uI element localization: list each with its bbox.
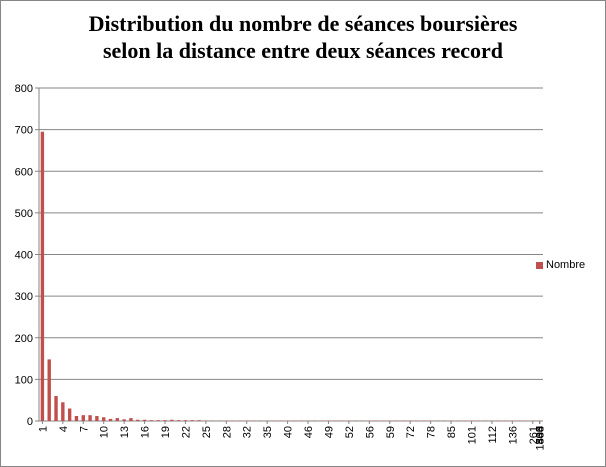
x-tick-label: 32	[242, 426, 254, 438]
x-tick-label: 261	[528, 426, 540, 444]
bar-7	[81, 415, 85, 421]
x-tick-label: 52	[344, 426, 356, 438]
x-tick-label: 59	[385, 426, 397, 438]
y-tick-label: 400	[15, 250, 33, 262]
bar-24	[197, 420, 201, 421]
x-tick-label: 540	[535, 426, 547, 444]
x-tick-label: 56	[364, 426, 376, 438]
bar-12	[115, 418, 120, 421]
bar-4	[61, 402, 65, 421]
x-tick-label: 40	[283, 426, 295, 438]
bar-10	[102, 417, 106, 421]
bar-8	[88, 415, 92, 421]
legend-swatch	[536, 261, 543, 269]
x-tick-label: 4	[58, 426, 70, 432]
x-tick-label: 101	[466, 426, 478, 444]
x-tick-label: 112	[487, 426, 499, 444]
x-tick-label: 1834	[535, 426, 547, 450]
x-tick-label: 85	[446, 426, 458, 438]
x-tick-label: 35	[262, 426, 274, 438]
bar-20	[170, 419, 174, 421]
bar-11	[108, 418, 113, 421]
y-tick-label: 100	[15, 374, 33, 386]
x-tick-label: 306	[535, 426, 547, 444]
bar-13	[122, 419, 126, 421]
x-tick-label: 28	[221, 426, 233, 438]
bar-1	[40, 131, 45, 422]
bar-18	[156, 420, 160, 421]
x-tick-label: 7	[78, 426, 90, 432]
y-tick-label: 300	[15, 291, 33, 303]
x-tick-label: 72	[405, 426, 417, 438]
chart-title-line-1: Distribution du nombre de séances boursi…	[88, 11, 518, 36]
y-tick-label: 800	[15, 83, 33, 95]
x-tick-label: 13	[119, 426, 131, 438]
x-tick-label: 136	[507, 426, 519, 444]
x-tick-label: 22	[180, 426, 192, 438]
x-tick-label: 19	[160, 426, 172, 438]
bar-5	[67, 408, 72, 421]
bar-22	[183, 420, 188, 421]
bar-3	[54, 396, 58, 421]
x-tick-label: 10	[99, 426, 111, 438]
bar-19	[163, 420, 167, 421]
bar-14	[129, 418, 133, 421]
bar-21	[176, 420, 181, 421]
x-tick-label: 1	[37, 426, 49, 432]
bar-15	[136, 419, 140, 421]
y-tick-label: 0	[27, 416, 33, 428]
bar-6	[74, 416, 79, 421]
x-tick-label: 303	[535, 426, 547, 444]
y-tick-label: 500	[15, 208, 33, 220]
x-tick-label: 78	[426, 426, 438, 438]
bar-9	[95, 416, 99, 421]
bar-23	[190, 420, 194, 421]
y-tick-label: 600	[15, 166, 33, 178]
x-tick-label: 433	[535, 426, 547, 444]
legend: Nombre	[536, 259, 585, 271]
bar-16	[142, 419, 147, 421]
x-tick-label: 16	[140, 426, 152, 438]
legend-label: Nombre	[546, 259, 586, 271]
bar-17	[149, 420, 154, 421]
bar-2	[47, 359, 51, 421]
x-tick-label: 49	[323, 426, 335, 438]
y-tick-label: 200	[15, 333, 33, 345]
y-tick-label: 700	[15, 125, 33, 137]
chart-title: Distribution du nombre de séances boursi…	[0, 10, 606, 64]
x-tick-label: 25	[201, 426, 213, 438]
x-tick-label: 46	[303, 426, 315, 438]
chart-title-line-2: selon la distance entre deux séances rec…	[102, 38, 504, 63]
